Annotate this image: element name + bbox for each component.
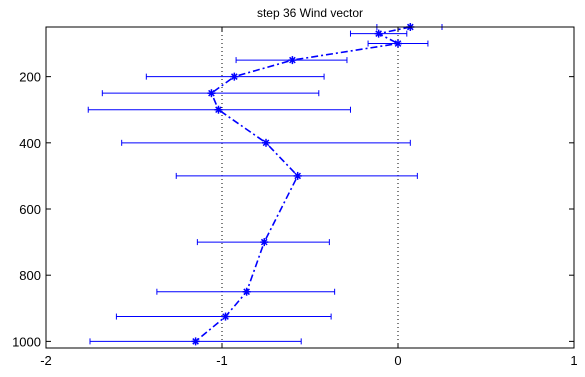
chart-title: step 36 Wind vector [257, 6, 363, 20]
marker-stroke [262, 139, 270, 147]
data-point-marker [260, 238, 269, 247]
y-tick-label: 1000 [12, 334, 41, 349]
marker-stroke [192, 338, 199, 345]
marker-stroke [243, 288, 250, 296]
x-tick-label: -1 [216, 353, 228, 368]
y-tick-label: 200 [19, 70, 41, 85]
y-tick-label: 600 [19, 202, 41, 217]
data-point-marker [242, 287, 251, 296]
marker-stroke [230, 73, 238, 80]
grid-lines [221, 27, 399, 348]
marker-stroke [260, 238, 268, 246]
marker-stroke [394, 40, 402, 47]
marker-stroke [375, 30, 382, 37]
data-point-marker [394, 39, 402, 48]
data-point-marker [214, 105, 223, 114]
data-point-marker [262, 138, 270, 147]
data-point-marker [288, 56, 297, 65]
x-tick-label: 1 [570, 353, 577, 368]
marker-stroke [208, 89, 215, 97]
x-tick-label: -2 [40, 353, 52, 368]
series-layer [87, 23, 443, 346]
data-point-marker [230, 72, 239, 81]
data-point-marker [293, 171, 302, 180]
x-tick-label: 0 [394, 353, 401, 368]
axis-ticks: -2 -1 0 1 200 400 600 800 1000 [12, 27, 578, 368]
plot-frame [45, 26, 575, 349]
y-tick-label: 400 [19, 136, 41, 151]
marker-stroke [294, 172, 302, 180]
marker-stroke [289, 56, 296, 64]
series-line [195, 26, 411, 342]
data-point-marker [221, 312, 230, 321]
data-point-marker [374, 29, 383, 38]
data-point-marker [207, 89, 216, 98]
y-tick-label: 800 [19, 268, 41, 283]
data-point-marker [191, 337, 200, 346]
marker-stroke [222, 313, 229, 320]
marker-stroke [215, 106, 222, 114]
